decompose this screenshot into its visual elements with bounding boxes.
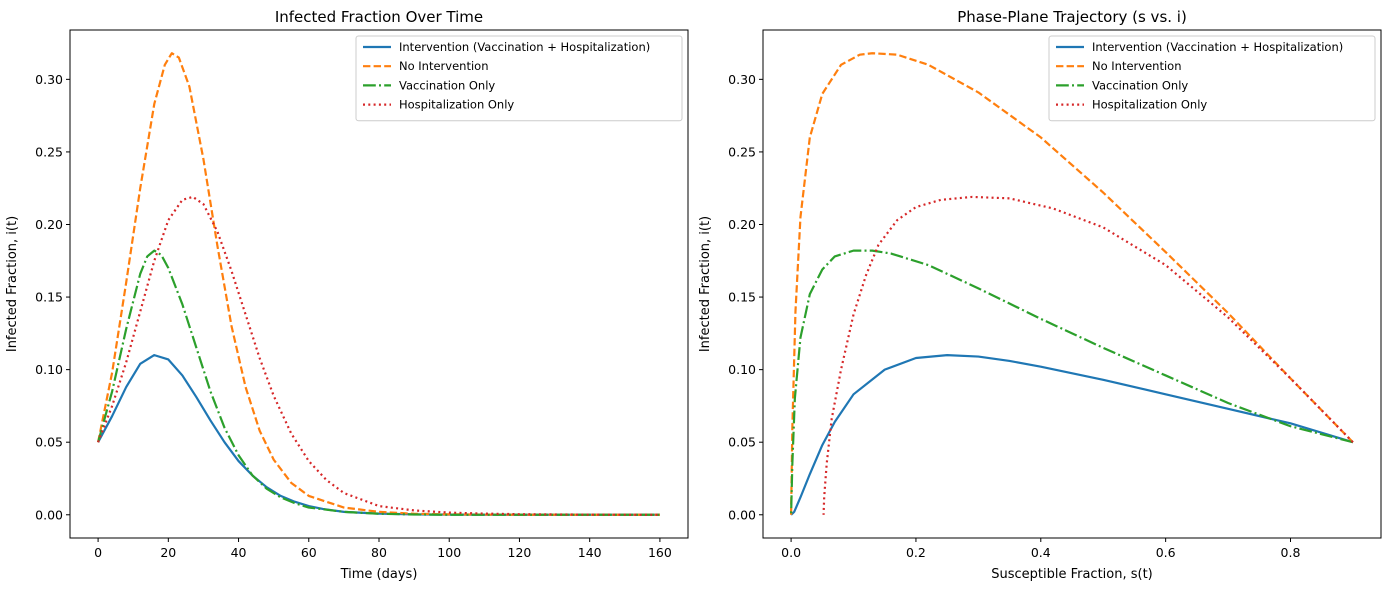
y-tick-label: 0.25	[35, 144, 63, 159]
series-group	[789, 52, 1354, 516]
x-tick-label: 140	[578, 545, 602, 560]
legend: Intervention (Vaccination + Hospitalizat…	[355, 35, 683, 122]
series-line-vaccination-only	[789, 249, 1354, 515]
x-tick-label: 60	[301, 545, 317, 560]
series-line-no-intervention	[789, 52, 1354, 515]
x-tick-label: 80	[371, 545, 387, 560]
x-tick-label: 100	[437, 545, 461, 560]
y-tick-label: 0.20	[35, 217, 63, 232]
phase-plane-panel: 0.0 0.2 0.4 0.6 0.8 0.00 0.05 0.10 0.15 0.20 0.25 0…	[698, 8, 1382, 582]
y-tick-label: 0.15	[35, 290, 63, 305]
y-tick-label: 0.20	[728, 217, 756, 232]
x-tick-label: 0.4	[1031, 545, 1051, 560]
legend-label: Vaccination Only	[1092, 78, 1188, 92]
series-group	[97, 52, 660, 516]
x-tick-label: 40	[231, 545, 247, 560]
y-tick-label: 0.10	[35, 362, 63, 377]
x-tick-label: 0.8	[1281, 545, 1301, 560]
legend: Intervention (Vaccination + Hospitalizat…	[1048, 35, 1376, 122]
x-tick-label: 160	[648, 545, 672, 560]
legend-label: Intervention (Vaccination + Hospitalizat…	[399, 40, 650, 54]
y-tick-label: 0.10	[728, 362, 756, 377]
chart-title: Infected Fraction Over Time	[275, 8, 483, 26]
x-tick-label: 120	[508, 545, 532, 560]
legend-label: No Intervention	[1092, 59, 1181, 73]
y-axis-label: Infected Fraction, i(t)	[5, 216, 20, 352]
time-series-panel: 0 20 40 60 80 100 120 140 160 0.00 0.05 0.10 0.15 0.2…	[5, 8, 689, 582]
x-axis-label: Susceptible Fraction, s(t)	[991, 567, 1153, 582]
legend-label: Intervention (Vaccination + Hospitalizat…	[1092, 40, 1343, 54]
legend-box	[355, 35, 683, 122]
y-tick-label: 0.30	[35, 72, 63, 87]
y-tick-label: 0.00	[728, 507, 756, 522]
y-tick-label: 0.00	[35, 507, 63, 522]
legend-box	[1048, 35, 1376, 122]
y-tick-label: 0.05	[35, 435, 63, 450]
y-axis-label: Infected Fraction, i(t)	[698, 216, 713, 352]
series-line-hospitalization-only	[822, 195, 1354, 515]
x-tick-label: 0	[94, 545, 102, 560]
x-tick-label: 0.2	[906, 545, 926, 560]
series-line-hospitalization-only	[97, 195, 660, 516]
series-line-no-intervention	[97, 52, 660, 516]
y-tick-label: 0.25	[728, 144, 756, 159]
y-tick-label: 0.30	[728, 72, 756, 87]
x-axis-label: Time (days)	[340, 567, 418, 582]
legend-label: Hospitalization Only	[1092, 98, 1207, 112]
plot-frame	[762, 29, 1382, 539]
y-tick-label: 0.15	[728, 290, 756, 305]
legend-label: Vaccination Only	[399, 78, 495, 92]
y-tick-label: 0.05	[728, 435, 756, 450]
series-line-intervention-vaccination-hospitalization	[97, 354, 660, 516]
legend-label: No Intervention	[399, 59, 488, 73]
x-tick-label: 0.6	[1156, 545, 1176, 560]
series-line-intervention-vaccination-hospitalization	[790, 354, 1354, 516]
x-tick-label: 0.0	[781, 545, 801, 560]
legend-label: Hospitalization Only	[399, 98, 514, 112]
x-tick-label: 20	[160, 545, 176, 560]
chart-title: Phase-Plane Trajectory (s vs. i)	[957, 8, 1187, 26]
series-line-vaccination-only	[97, 249, 660, 516]
